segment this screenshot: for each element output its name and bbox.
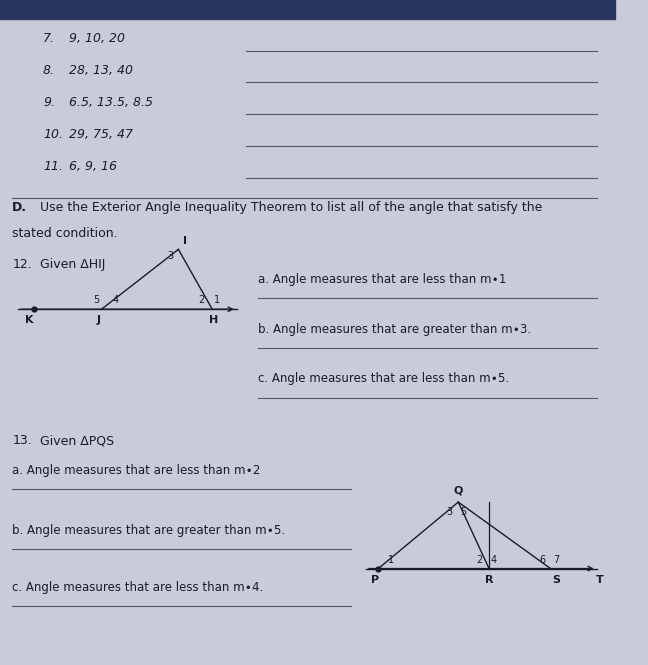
Text: S: S (553, 575, 561, 585)
Text: 5: 5 (460, 507, 467, 517)
Text: Given ΔHIJ: Given ΔHIJ (40, 258, 106, 271)
Text: 5: 5 (93, 295, 100, 305)
Text: 4: 4 (491, 555, 497, 565)
Text: 1: 1 (388, 555, 394, 565)
Text: Given ΔPQS: Given ΔPQS (40, 434, 114, 448)
Text: 13.: 13. (12, 434, 32, 448)
Text: J: J (97, 315, 100, 325)
Text: c. Angle measures that are less than m∙4.: c. Angle measures that are less than m∙4… (12, 581, 264, 594)
Text: 29, 75, 47: 29, 75, 47 (65, 128, 133, 141)
Text: K: K (25, 315, 33, 325)
Text: 6: 6 (540, 555, 546, 565)
Text: b. Angle measures that are greater than m∙5.: b. Angle measures that are greater than … (12, 524, 285, 537)
Text: 1: 1 (214, 295, 220, 305)
Text: T: T (596, 575, 604, 585)
Text: a. Angle measures that are less than m∙2: a. Angle measures that are less than m∙2 (12, 464, 260, 477)
Text: 2: 2 (477, 555, 483, 565)
Text: 3: 3 (446, 507, 452, 517)
Text: 4: 4 (113, 295, 119, 305)
Text: I: I (183, 236, 187, 246)
Text: 3: 3 (167, 251, 174, 261)
Text: c. Angle measures that are less than m∙5.: c. Angle measures that are less than m∙5… (259, 372, 509, 386)
Text: stated condition.: stated condition. (12, 227, 118, 240)
Text: 10.: 10. (43, 128, 63, 141)
Text: 2: 2 (198, 295, 204, 305)
Text: 28, 13, 40: 28, 13, 40 (65, 64, 133, 77)
Text: D.: D. (12, 201, 27, 215)
Text: 9, 10, 20: 9, 10, 20 (65, 32, 124, 45)
Text: R: R (485, 575, 493, 585)
Text: 6.5, 13.5, 8.5: 6.5, 13.5, 8.5 (65, 96, 152, 109)
Text: P: P (371, 575, 379, 585)
Text: 6, 9, 16: 6, 9, 16 (65, 160, 117, 173)
Text: H: H (209, 315, 219, 325)
Text: 9.: 9. (43, 96, 55, 109)
Text: b. Angle measures that are greater than m∙3.: b. Angle measures that are greater than … (259, 323, 531, 336)
Text: a. Angle measures that are less than m∙1: a. Angle measures that are less than m∙1 (259, 273, 507, 286)
Text: Q: Q (454, 485, 463, 495)
Text: 12.: 12. (12, 258, 32, 271)
Text: Use the Exterior Angle Inequality Theorem to list all of the angle that satisfy : Use the Exterior Angle Inequality Theore… (40, 201, 542, 215)
Text: 7: 7 (553, 555, 560, 565)
Text: 11.: 11. (43, 160, 63, 173)
Bar (0, 0, 615, 19)
Text: 8.: 8. (43, 64, 55, 77)
Text: 7.: 7. (43, 32, 55, 45)
